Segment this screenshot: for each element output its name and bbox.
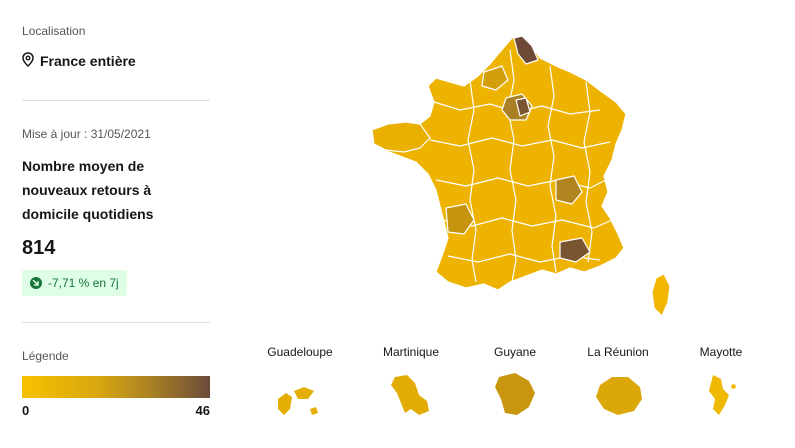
legend-gradient-bar [22, 376, 210, 398]
divider [22, 322, 210, 323]
update-date: Mise à jour : 31/05/2021 [22, 127, 151, 141]
overseas-territories: Guadeloupe Martinique Guyane La Réunion [250, 345, 770, 445]
territory-name: Guyane [493, 345, 537, 359]
location-selector[interactable]: France entière [22, 52, 136, 70]
legend-label: Légende [22, 349, 69, 363]
territory-name: La Réunion [587, 345, 649, 359]
divider [22, 100, 210, 101]
trend-text: -7,71 % en 7j [48, 276, 119, 290]
sidebar: Localisation France entière Mise à jour … [22, 0, 210, 448]
territory-guyane[interactable]: Guyane [465, 345, 565, 419]
indicator-title: Nombre moyen de nouveaux retours à domic… [22, 158, 154, 222]
territory-name: Guadeloupe [267, 345, 333, 359]
location-section-label: Localisation [22, 24, 86, 38]
territory-name: Mayotte [699, 345, 743, 359]
france-map[interactable] [260, 20, 780, 340]
territory-martinique[interactable]: Martinique [361, 345, 461, 419]
territory-guadeloupe[interactable]: Guadeloupe [250, 345, 350, 419]
legend-max-value: 46 [195, 403, 210, 418]
arrow-down-right-icon [30, 277, 42, 289]
territory-name: Martinique [382, 345, 440, 359]
map-pin-icon [22, 52, 34, 70]
indicator-value: 814 [22, 237, 56, 259]
territory-mayotte[interactable]: Mayotte [671, 345, 771, 419]
legend-min-value: 0 [22, 403, 30, 418]
trend-badge: -7,71 % en 7j [22, 270, 127, 296]
territory-la-reunion[interactable]: La Réunion [568, 345, 668, 419]
location-value: France entière [40, 53, 136, 69]
